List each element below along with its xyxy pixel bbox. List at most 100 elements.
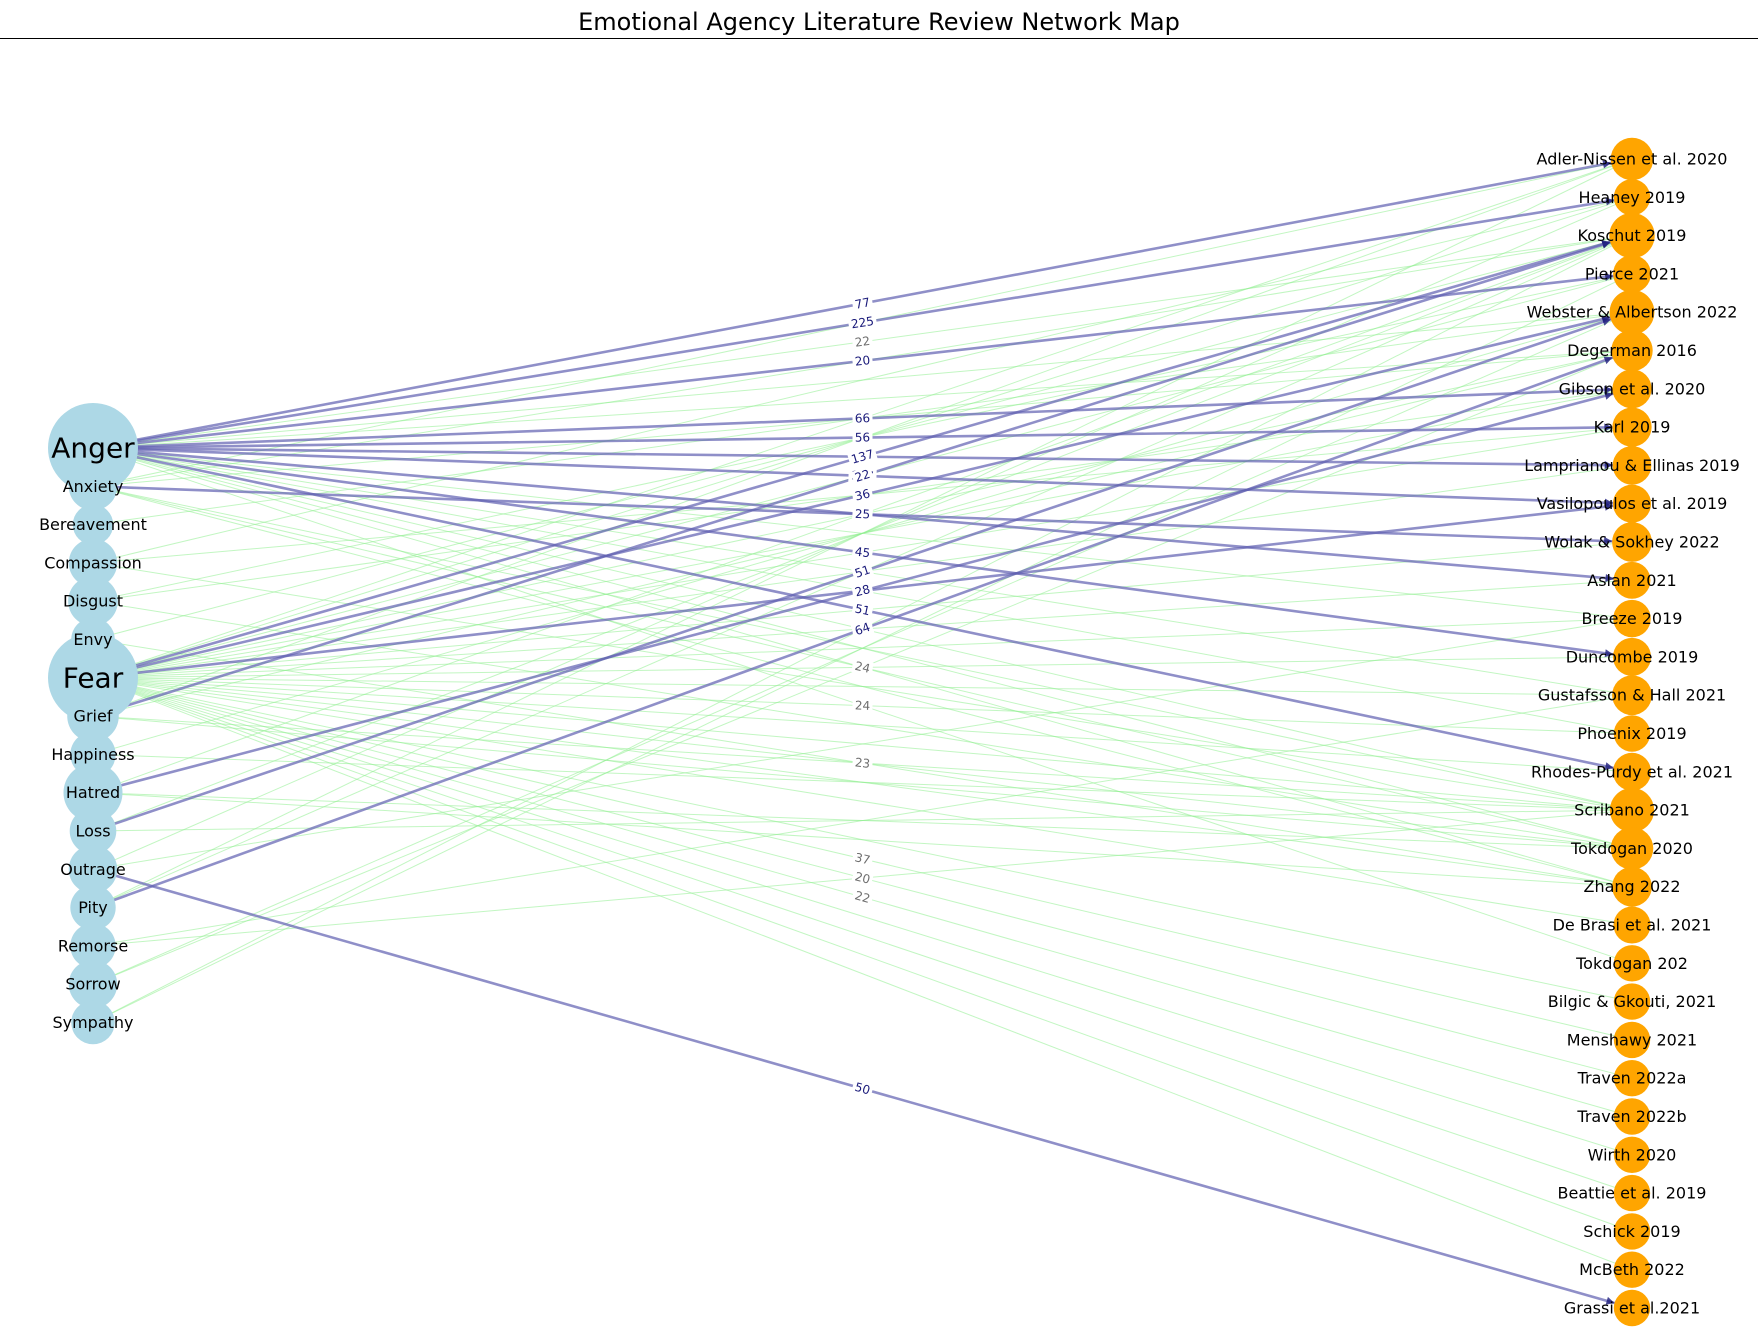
paper-label-scribano-2021: Scribano 2021 <box>1574 801 1690 820</box>
emotion-node-disgust[interactable] <box>68 576 118 627</box>
arrow-head <box>1604 762 1614 771</box>
paper-node-zhang-2022[interactable] <box>1612 866 1652 907</box>
edge-weight-label-bg <box>850 887 875 907</box>
paper-node-aslan-2021[interactable] <box>1613 561 1651 599</box>
paper-label-phoenix-2019: Phoenix 2019 <box>1577 724 1686 743</box>
emotion-label-loss: Loss <box>75 822 110 841</box>
arrow-head <box>1601 240 1611 249</box>
paper-node-degerman-2016[interactable] <box>1611 329 1653 372</box>
emotion-node-sorrow[interactable] <box>68 959 118 1009</box>
paper-node-schick-2019[interactable] <box>1613 1213 1651 1250</box>
emotion-node-bereavement[interactable] <box>72 504 114 545</box>
paper-node-koschut-2019[interactable] <box>1609 212 1655 259</box>
edge-weight-label: 56 <box>855 430 870 444</box>
paper-node-scribano-2021[interactable] <box>1609 787 1655 833</box>
minor-edge-outrage-breeze-2019 <box>92 618 1633 870</box>
paper-node-mcbeth-2022[interactable] <box>1613 1251 1651 1288</box>
emotion-label-pity: Pity <box>78 898 107 917</box>
emotion-node-anger[interactable] <box>48 403 138 493</box>
emotion-label-compassion: Compassion <box>44 553 142 572</box>
paper-node-menshawy-2021[interactable] <box>1613 1021 1651 1059</box>
paper-node-heaney-2019[interactable] <box>1613 179 1651 216</box>
diagram-title: Emotional Agency Literature Review Netwo… <box>578 8 1180 36</box>
edge-weight-label: 137 <box>850 447 876 467</box>
paper-node-de-brasi-et-al-2021[interactable] <box>1613 906 1651 944</box>
paper-node-phoenix-2019[interactable] <box>1613 715 1651 752</box>
emotion-node-outrage[interactable] <box>68 845 118 894</box>
paper-node-wolak-sokhey-2022[interactable] <box>1612 522 1652 562</box>
emotion-node-grief[interactable] <box>67 690 119 742</box>
minor-edge-fear-mcbeth-2022 <box>92 677 1633 1271</box>
edge-weight-label-bg <box>852 506 873 522</box>
paper-node-gustafsson-hall-2021[interactable] <box>1612 675 1652 716</box>
edge-weight-label: 66 <box>855 411 871 426</box>
minor-edge-pity-adler-nissen-et-al-2020 <box>92 158 1633 909</box>
edge-weight-label-bg <box>850 561 875 582</box>
emotion-node-sympathy[interactable] <box>71 1000 115 1045</box>
arrow-head <box>1605 197 1615 206</box>
arrow-head <box>1605 1296 1615 1305</box>
emotion-node-compassion[interactable] <box>68 538 118 588</box>
paper-label-lamprianou-ellinas-2019: Lamprianou & Ellinas 2019 <box>1524 456 1740 475</box>
paper-label-schick-2019: Schick 2019 <box>1583 1222 1680 1241</box>
edge-weight-label: 51 <box>854 601 872 618</box>
paper-node-beattie-et-al-2019[interactable] <box>1613 1174 1651 1212</box>
paper-node-tokdogan-2020[interactable] <box>1610 827 1654 870</box>
minor-edge-remorse-gustafsson-hall-2021 <box>92 694 1633 947</box>
paper-node-duncombe-2019[interactable] <box>1612 637 1652 676</box>
emotion-label-fear: Fear <box>63 661 124 694</box>
edge-weight-label: 77 <box>854 295 872 312</box>
emotion-node-remorse[interactable] <box>70 923 116 969</box>
paper-node-traven-2022a[interactable] <box>1613 1060 1651 1097</box>
edge-weight-label-bg <box>847 446 878 468</box>
paper-label-tokdogan-202: Tokdogan 202 <box>1575 954 1688 973</box>
paper-label-menshawy-2021: Menshawy 2021 <box>1567 1030 1697 1049</box>
paper-node-tokdogan-202[interactable] <box>1613 945 1651 982</box>
paper-node-wirth-2020[interactable] <box>1613 1136 1651 1174</box>
emotion-node-pity[interactable] <box>70 884 116 931</box>
edge-weight-label-bg <box>852 430 873 445</box>
edge-weight-label-bg <box>851 600 874 619</box>
paper-node-grassi-et-al-2021[interactable] <box>1613 1289 1651 1327</box>
minor-edge-sympathy-pierce-2021 <box>92 273 1633 1023</box>
edge-weight-label-bg <box>851 544 874 561</box>
edge-weight-label-bg <box>851 352 874 370</box>
edge-weight-label: 45 <box>854 544 871 560</box>
emotion-node-loss[interactable] <box>69 807 117 855</box>
paper-node-rhodes-purdy-et-al-2021[interactable] <box>1612 752 1652 791</box>
paper-label-karl-2019: Karl 2019 <box>1594 418 1671 437</box>
paper-label-aslan-2021: Aslan 2021 <box>1587 571 1676 590</box>
paper-node-adler-nissen-et-al-2020[interactable] <box>1610 137 1654 181</box>
paper-label-gibson-et-al-2020: Gibson et al. 2020 <box>1559 379 1706 398</box>
minor-edge-hatred-zhang-2022 <box>92 792 1633 888</box>
paper-node-karl-2019[interactable] <box>1612 407 1652 447</box>
edge-weight-label: 37 <box>853 850 871 867</box>
paper-node-vasilopoulos-et-al-2019[interactable] <box>1612 484 1652 523</box>
emotion-node-anxiety[interactable] <box>68 462 118 511</box>
paper-label-wirth-2020: Wirth 2020 <box>1588 1145 1677 1164</box>
arrow-head <box>1604 385 1613 394</box>
emotion-node-fear[interactable] <box>48 632 138 723</box>
paper-label-traven-2022a: Traven 2022a <box>1577 1069 1687 1088</box>
paper-label-adler-nissen-et-al-2020: Adler-Nissen et al. 2020 <box>1537 150 1728 169</box>
paper-label-de-brasi-et-al-2021: De Brasi et al. 2021 <box>1553 916 1712 935</box>
paper-node-pierce-2021[interactable] <box>1613 255 1651 293</box>
arrow-head <box>1604 423 1613 432</box>
arrow-head <box>1605 573 1614 583</box>
emotion-node-hatred[interactable] <box>63 763 123 823</box>
paper-node-breeze-2019[interactable] <box>1613 599 1651 638</box>
paper-label-wolak-sokhey-2022: Wolak & Sokhey 2022 <box>1544 533 1719 552</box>
paper-node-traven-2022b[interactable] <box>1613 1098 1651 1135</box>
edge-weight-label: 22 <box>853 467 872 485</box>
arrow-head <box>1604 391 1614 400</box>
edge-weight-label: 24 <box>853 659 871 676</box>
paper-node-gibson-et-al-2020[interactable] <box>1612 369 1652 409</box>
paper-node-bilgic-gkouti-2021[interactable] <box>1613 983 1651 1020</box>
paper-label-degerman-2016: Degerman 2016 <box>1567 341 1697 360</box>
emotion-label-envy: Envy <box>73 630 112 649</box>
paper-node-webster-albertson-2022[interactable] <box>1609 289 1655 335</box>
title-underline <box>0 38 1758 39</box>
edge-weight-label: 23 <box>854 755 871 771</box>
paper-node-lamprianou-ellinas-2019[interactable] <box>1612 446 1652 485</box>
